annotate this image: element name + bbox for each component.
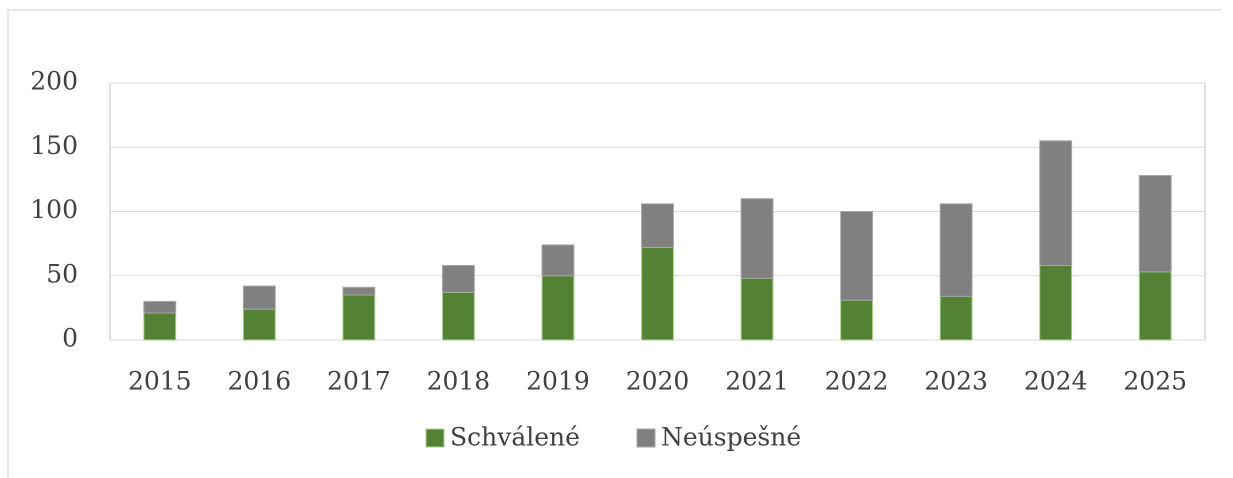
x-tick-label: 2024	[1024, 367, 1088, 396]
x-tick-label: 2018	[427, 367, 491, 396]
bar-segment	[840, 299, 874, 341]
x-tick-label: 2016	[228, 367, 292, 396]
legend-swatch	[636, 428, 656, 448]
bar-segment	[441, 264, 475, 293]
x-tick-label: 2023	[924, 367, 988, 396]
frame	[7, 9, 1222, 478]
bar-segment	[641, 203, 674, 248]
bar-segment	[840, 211, 874, 301]
y-tick-label: 100	[30, 195, 78, 224]
bar-segment	[1039, 140, 1073, 266]
bar-segment	[242, 285, 276, 310]
legend-label: Neúspešné	[661, 423, 801, 452]
y-tick-label: 200	[30, 67, 78, 96]
bar-segment	[342, 294, 376, 341]
x-tick-label: 2020	[626, 367, 690, 396]
x-tick-label: 2017	[327, 367, 391, 396]
legend-label: Schválené	[450, 423, 580, 452]
bar-segment	[641, 246, 674, 341]
bar-segment	[441, 291, 475, 341]
bar-segment	[242, 308, 276, 341]
x-tick-label: 2022	[825, 367, 889, 396]
bar-segment	[740, 277, 774, 341]
bar-segment	[740, 198, 774, 279]
y-tick-label: 50	[46, 259, 78, 288]
y-tick-label: 0	[62, 324, 78, 353]
legend-swatch	[425, 428, 445, 448]
x-tick-label: 2015	[128, 367, 192, 396]
bar-segment	[939, 203, 973, 297]
bar-segment	[541, 244, 575, 277]
bar-segment	[541, 275, 575, 341]
bar-segment	[1138, 175, 1172, 273]
y-tick-label: 150	[30, 131, 78, 160]
x-tick-label: 2021	[725, 367, 789, 396]
bar-segment	[939, 295, 973, 341]
bar-segment	[1039, 264, 1073, 341]
bar-segment	[342, 286, 376, 296]
bar-segment	[1138, 271, 1172, 341]
x-tick-label: 2019	[526, 367, 590, 396]
bar-segment	[143, 312, 177, 341]
bar-segment	[143, 300, 177, 314]
x-tick-label: 2025	[1123, 367, 1187, 396]
